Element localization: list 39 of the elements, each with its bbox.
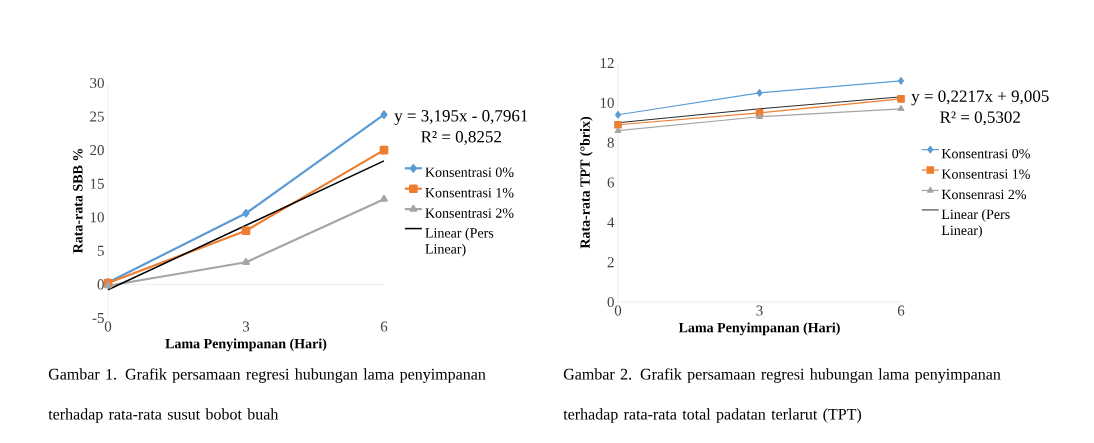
legend-label: Konsentrasi 0% — [941, 148, 1030, 159]
y-tick-label: 10 — [600, 97, 614, 108]
x-tick-label: 3 — [756, 305, 763, 316]
x-tick-label: 3 — [242, 321, 250, 332]
y-tick-label: 0 — [607, 296, 614, 308]
y-axis-title: Rata-rata TPT (°brix) — [579, 116, 593, 249]
x-tick-label: 6 — [380, 321, 388, 332]
y-tick-label: 0 — [97, 279, 104, 290]
legend-label: Konsentrasi 1% — [941, 169, 1030, 179]
text: Gambar 2. Grafik persamaan regresi hubungan lama penyimpanan terhadap rata-rata total padatan terlarut (TPT) — [563, 368, 1001, 423]
x-tick-label: 0 — [104, 321, 112, 332]
x-axis-title: Lama Penyimpanan (Hari) — [165, 338, 327, 352]
y-tick-label: 20 — [90, 145, 104, 156]
legend-label: Konsentrasi 0% — [425, 167, 514, 178]
y-tick-label: 12 — [600, 58, 614, 68]
y-tick-label: 30 — [90, 77, 104, 89]
text: R² = 0,5302 — [940, 111, 1020, 126]
x-tick-label: 6 — [897, 305, 905, 316]
x-tick-label: 0 — [614, 305, 622, 316]
y-tick-label: -5 — [92, 313, 104, 323]
y-tick-label: 15 — [90, 178, 104, 189]
y-tick-label: 4 — [607, 217, 615, 228]
y-tick-label: 6 — [607, 177, 615, 188]
legend-label: Linear (Pers Linear) — [425, 227, 494, 257]
legend-label: Konsentrasi 2% — [425, 208, 514, 218]
x-axis-title: Lama Penyimpanan (Hari) — [678, 322, 840, 336]
legend-label: Konsentrasi 1% — [425, 187, 514, 198]
y-tick-label: 10 — [90, 212, 104, 223]
legend-label: Linear (Pers Linear) — [941, 209, 1010, 238]
y-tick-label: 25 — [90, 111, 104, 122]
y-axis-title: Rata-rata SBB % — [73, 148, 83, 254]
text: y = 3,195x - 0,7961 — [394, 110, 528, 125]
legend-label: Konsenrasi 2% — [941, 189, 1027, 200]
text: Gambar 1. Grafik persamaan regresi hubungan lama penyimpanan terhadap rata-rata susut bobot buah — [48, 368, 486, 423]
y-tick-label: 8 — [607, 137, 614, 148]
y-tick-label: 2 — [607, 257, 614, 268]
text: y = 0,2217x + 9,005 — [911, 90, 1049, 106]
y-tick-label: 5 — [97, 245, 104, 256]
text: R² = 0,8252 — [421, 131, 501, 145]
